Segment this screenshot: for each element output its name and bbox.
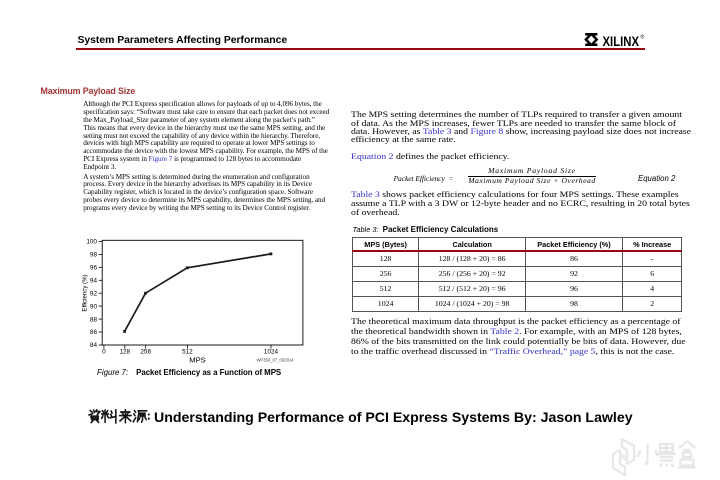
svg-text:90: 90 <box>90 303 98 310</box>
svg-text:88: 88 <box>90 316 98 323</box>
svg-text:512: 512 <box>182 349 193 356</box>
svg-text:98: 98 <box>90 252 98 259</box>
svg-text:0: 0 <box>102 349 106 356</box>
svg-text:®: ® <box>640 33 644 40</box>
svg-text:1024: 1024 <box>264 349 279 356</box>
svg-text:92: 92 <box>90 290 98 297</box>
svg-text:256: 256 <box>140 349 151 356</box>
svg-text:WP350_07_092914: WP350_07_092914 <box>256 358 294 363</box>
svg-text:94: 94 <box>90 278 98 285</box>
svg-text:100: 100 <box>86 239 97 246</box>
svg-text:96: 96 <box>90 265 98 272</box>
svg-text:128: 128 <box>119 349 130 356</box>
svg-text:84: 84 <box>90 342 98 349</box>
svg-text:86: 86 <box>90 329 98 336</box>
svg-text:Efficiency (%): Efficiency (%) <box>81 274 88 311</box>
svg-text:MPS: MPS <box>189 356 205 365</box>
svg-text:XILINX: XILINX <box>602 34 639 49</box>
